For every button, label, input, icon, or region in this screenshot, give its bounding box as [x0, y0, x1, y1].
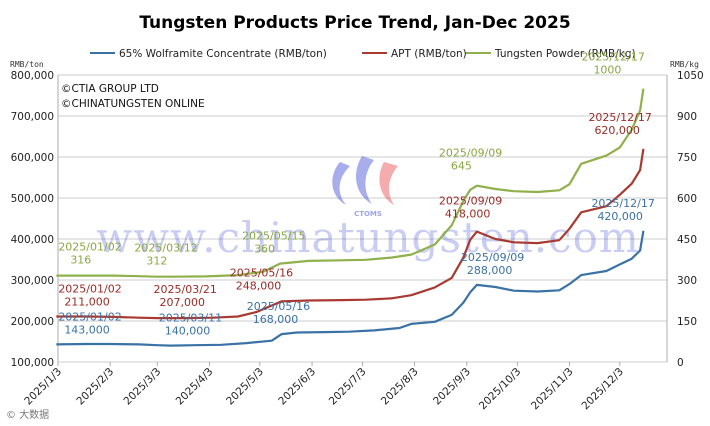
left-axis-unit: RMB/ton: [10, 60, 44, 69]
x-tick-label: 2025/8/3: [379, 366, 421, 408]
annotation-value: 1000: [593, 64, 621, 77]
annotation-date: 2025/03/11: [159, 312, 222, 325]
annotation-value: 312: [146, 255, 167, 268]
copyright-line-2: ©CHINATUNGSTEN ONLINE: [61, 98, 205, 110]
left-tick-label: 200,000: [11, 316, 54, 328]
annotation-value: 211,000: [64, 295, 110, 308]
left-tick-label: 700,000: [11, 111, 54, 123]
right-tick-label: 300: [677, 275, 697, 287]
annotation-date: 2025/01/02: [58, 310, 121, 323]
annotation-date: 2025/12/17: [581, 51, 644, 64]
annotation-date: 2025/09/09: [439, 147, 502, 160]
annotation-date: 2025/12/17: [588, 111, 651, 124]
annotation-value: 143,000: [64, 323, 110, 336]
left-tick-label: 500,000: [11, 193, 54, 205]
x-tick-label: 2025/12/3: [579, 366, 626, 413]
right-axis-unit: RMB/kg: [670, 60, 699, 69]
series-line-apt: [56, 148, 645, 320]
x-tick-label: 2025/1/3: [22, 366, 64, 408]
annotation-date: 2025/05/15: [242, 230, 305, 243]
watermark-logo-text: CTOMS: [354, 210, 382, 218]
x-axis: 2025/1/3 2025/2/3 2025/3/3 2025/4/3 2025/5/3…: [22, 362, 626, 412]
x-tick-label: 2025/6/3: [276, 366, 318, 408]
annotation-value: 620,000: [594, 124, 640, 137]
annotation-value: 645: [451, 160, 472, 173]
x-tick-label: 2025/10/3: [477, 366, 524, 413]
x-tick-label: 2025/2/3: [74, 366, 116, 408]
right-axis: 0 150 300 450 600 750 900 1050: [677, 70, 704, 369]
annotation-date: 2025/01/02: [58, 282, 121, 295]
left-tick-label: 800,000: [11, 70, 54, 82]
legend: 65% Wolframite Concentrate (RMB/ton) APT…: [90, 48, 636, 60]
copyright-line-1: ©CTIA GROUP LTD: [61, 83, 159, 95]
legend-label-apt: APT (RMB/ton): [391, 48, 467, 60]
annotation-value: 168,000: [253, 313, 298, 326]
annotation-date: 2025/09/09: [461, 251, 524, 264]
annotation-date: 2025/05/16: [230, 266, 293, 279]
right-tick-label: 150: [677, 316, 697, 328]
left-axis: 100,000 200,000 300,000 400,000 500,000 600,0…: [11, 70, 54, 369]
annotation-date: 2025/03/12: [134, 242, 197, 255]
annotations: 2025/01/02143,0002025/03/11140,0002025/0…: [58, 51, 655, 338]
left-tick-label: 600,000: [11, 152, 54, 164]
annotation-date: 2025/09/09: [439, 195, 502, 208]
x-tick-label: 2025/3/3: [122, 366, 164, 408]
right-tick-label: 900: [677, 111, 697, 123]
left-tick-label: 300,000: [11, 275, 54, 287]
annotation-date: 2025/01/02: [58, 241, 121, 254]
right-tick-label: 450: [677, 234, 697, 246]
x-tick-label: 2025/9/3: [431, 366, 473, 408]
watermark-logo: [332, 156, 398, 205]
annotation-date: 2025/12/17: [591, 197, 654, 210]
series-line-wolframite: [56, 230, 645, 347]
x-tick-label: 2025/11/3: [529, 366, 576, 413]
left-tick-label: 400,000: [11, 234, 54, 246]
annotation-value: 140,000: [165, 325, 211, 338]
annotation-date: 2025/05/16: [247, 300, 310, 313]
legend-label-wolframite: 65% Wolframite Concentrate (RMB/ton): [119, 48, 327, 60]
watermark: CTOMS www.chinatungsten.com: [96, 156, 640, 262]
right-tick-label: 0: [677, 357, 684, 369]
corner-mark: © 大数据: [6, 408, 49, 421]
x-tick-label: 2025/4/3: [174, 366, 216, 408]
x-tick-label: 2025/5/3: [224, 366, 266, 408]
series-line-tungsten-powder: [56, 88, 645, 278]
annotation-value: 207,000: [160, 296, 206, 309]
annotation-value: 248,000: [236, 279, 281, 292]
left-tick-label: 100,000: [11, 357, 54, 369]
annotation-value: 360: [254, 243, 275, 256]
right-tick-label: 750: [677, 152, 697, 164]
x-tick-label: 2025/7/3: [327, 366, 369, 408]
series-lines: [56, 88, 645, 347]
annotation-value: 420,000: [597, 210, 643, 223]
right-tick-label: 1050: [677, 70, 704, 82]
annotation-value: 418,000: [445, 208, 491, 221]
annotation-value: 288,000: [467, 264, 513, 277]
right-tick-label: 600: [677, 193, 697, 205]
annotation-date: 2025/03/21: [154, 283, 217, 296]
watermark-text: www.chinatungsten.com: [96, 213, 640, 262]
chart-title: Tungsten Products Price Trend, Jan-Dec 2…: [139, 13, 570, 33]
legend-label-tungsten-powder: Tungsten Powder (RMB/kg): [494, 48, 636, 60]
annotation-value: 316: [70, 254, 91, 267]
